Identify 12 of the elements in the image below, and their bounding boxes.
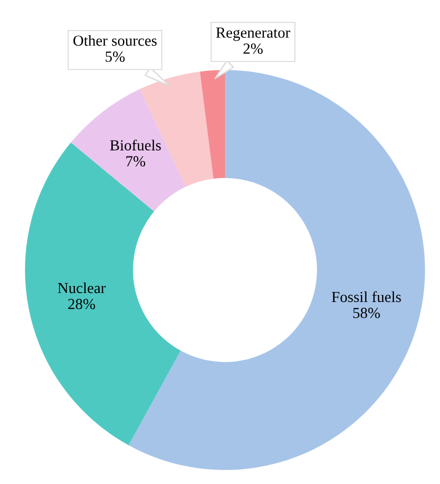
slice-label: Regenerator [216, 28, 290, 41]
data-label: 58% [353, 308, 380, 318]
slice-label: Other sources [73, 35, 157, 46]
slice-label: Nuclear [58, 282, 106, 294]
data-label: 7% [126, 156, 146, 166]
donut-slice [70, 89, 186, 212]
data-label: 5% [106, 52, 125, 62]
donut-slice [200, 70, 225, 179]
slice-label: Fossil fuels [332, 291, 401, 302]
data-label: 2% [243, 44, 263, 54]
data-label: 28% [68, 298, 96, 310]
slice-label: Biofuels [110, 140, 161, 150]
